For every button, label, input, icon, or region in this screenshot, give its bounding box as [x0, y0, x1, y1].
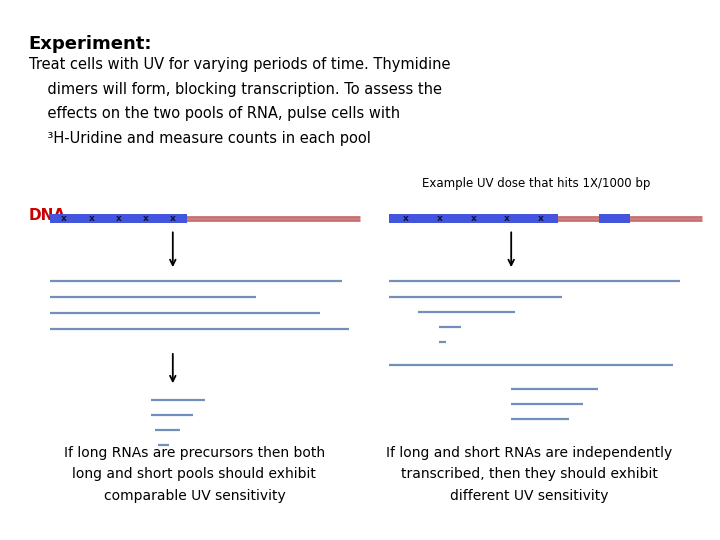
- Text: x: x: [116, 214, 122, 223]
- Text: x: x: [143, 214, 148, 223]
- FancyBboxPatch shape: [389, 214, 558, 223]
- Text: dimers will form, blocking transcription. To assess the: dimers will form, blocking transcription…: [29, 82, 442, 97]
- Text: effects on the two pools of RNA, pulse cells with: effects on the two pools of RNA, pulse c…: [29, 106, 400, 122]
- Text: x: x: [470, 214, 476, 223]
- FancyBboxPatch shape: [50, 214, 186, 223]
- Text: x: x: [436, 214, 442, 223]
- Text: Experiment:: Experiment:: [29, 35, 153, 53]
- Text: x: x: [402, 214, 408, 223]
- Text: long and short pools should exhibit: long and short pools should exhibit: [73, 467, 316, 481]
- Text: Example UV dose that hits 1X/1000 bp: Example UV dose that hits 1X/1000 bp: [422, 177, 651, 190]
- Text: x: x: [89, 214, 94, 223]
- Text: x: x: [504, 214, 510, 223]
- Text: If long RNAs are precursors then both: If long RNAs are precursors then both: [64, 446, 325, 460]
- Text: x: x: [538, 214, 544, 223]
- Text: DNA: DNA: [29, 208, 66, 224]
- Text: comparable UV sensitivity: comparable UV sensitivity: [104, 489, 285, 503]
- Text: x: x: [61, 214, 67, 223]
- Text: different UV sensitivity: different UV sensitivity: [450, 489, 608, 503]
- Text: If long and short RNAs are independently: If long and short RNAs are independently: [386, 446, 672, 460]
- FancyBboxPatch shape: [598, 214, 630, 223]
- Text: transcribed, then they should exhibit: transcribed, then they should exhibit: [401, 467, 657, 481]
- Text: ³H-Uridine and measure counts in each pool: ³H-Uridine and measure counts in each po…: [29, 131, 371, 146]
- Text: Treat cells with UV for varying periods of time. Thymidine: Treat cells with UV for varying periods …: [29, 57, 450, 72]
- Text: x: x: [170, 214, 176, 223]
